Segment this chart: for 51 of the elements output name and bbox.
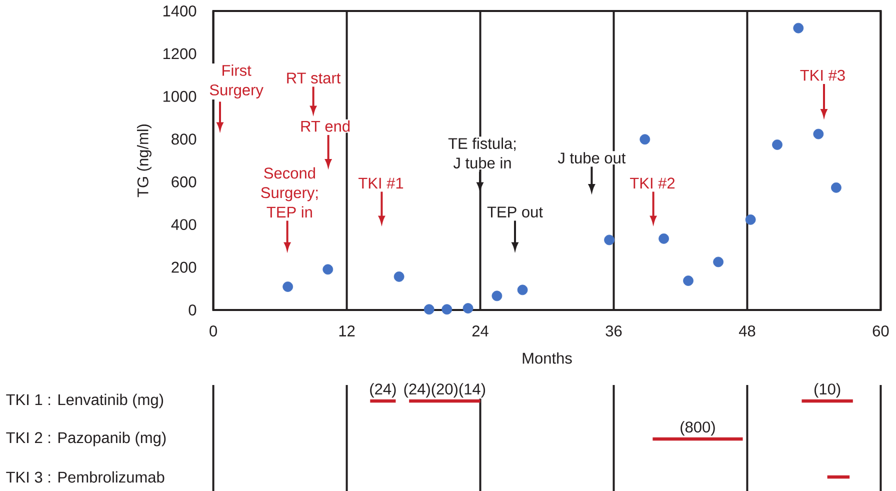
point	[793, 22, 804, 34]
point	[517, 284, 528, 296]
annotation: TEP out	[487, 206, 543, 218]
series-label: (800)	[680, 421, 715, 436]
annotation: TE fistula; J tube in	[448, 138, 516, 169]
annotation: J tube out	[558, 152, 626, 164]
point	[772, 139, 782, 150]
x-tick-label: 36	[606, 326, 622, 336]
x-tick-label: 60	[872, 326, 889, 336]
point	[492, 290, 502, 302]
y-tick-label: 1200	[163, 48, 196, 60]
point	[322, 264, 334, 275]
annotation: TKI #1	[358, 178, 404, 188]
annotation: Second Surgery; TEP in	[261, 167, 318, 218]
y-tick-label: 1400	[163, 6, 196, 16]
y-tick-label: 1000	[163, 90, 196, 102]
x-tick-label: 12	[339, 326, 355, 336]
point	[604, 234, 614, 246]
annotation: RT end	[301, 120, 350, 132]
point	[831, 182, 842, 193]
x-tick-label: 24	[472, 326, 488, 336]
point	[424, 304, 434, 315]
series-label: (24)(20)(14)	[404, 383, 486, 398]
x-tick-label: 0	[210, 326, 218, 336]
y-tick-label: TKI 1 : Lenvatinib (mg)	[6, 394, 164, 408]
annotation: RT start	[287, 72, 341, 84]
y-axis-title: TG (ng/ml)	[137, 124, 152, 198]
annotation: TKI #2	[630, 178, 675, 188]
point	[282, 282, 294, 292]
point	[658, 233, 669, 244]
point	[442, 304, 452, 315]
annotation: First Surgery	[210, 64, 264, 98]
point	[394, 271, 404, 282]
series-label: (24)	[370, 383, 396, 398]
x-tick-label: 48	[738, 326, 756, 336]
y-tick-label: 800	[172, 134, 196, 145]
point	[683, 276, 694, 286]
y-tick-label: 400	[171, 219, 196, 230]
point	[462, 303, 474, 314]
y-tick-label: TKI 3 : Pembrolizumab	[6, 471, 164, 483]
point	[640, 134, 650, 145]
point	[813, 128, 824, 140]
point	[745, 214, 756, 225]
y-tick-label: 0	[188, 304, 196, 316]
series-label: (10)	[814, 383, 840, 398]
y-tick-label: 600	[172, 176, 196, 188]
y-tick-label: TKI 2 : Pazopanib (mg)	[6, 432, 166, 446]
x-axis-title: Months	[522, 352, 572, 364]
point	[713, 256, 724, 268]
annotation: TKI #3	[800, 70, 845, 81]
y-tick-label: 200	[172, 262, 196, 273]
